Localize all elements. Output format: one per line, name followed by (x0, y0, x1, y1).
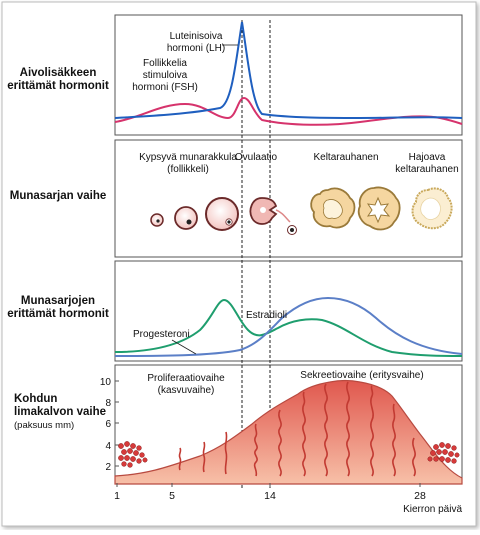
x-axis-label: Kierron päivä (403, 504, 462, 515)
fsh-label-2: stimuloiva (143, 70, 188, 81)
stage-follicle-2: (follikkeli) (167, 164, 209, 175)
row-title-uterus-3: (paksuus mm) (14, 420, 74, 431)
corpus-luteum (310, 187, 356, 229)
phase-proliferative-2: (kasvuvaihe) (158, 385, 215, 396)
ovulating-follicle (249, 197, 297, 235)
fsh-label-1: Follikkelia (143, 58, 187, 69)
menstrual-blood-right (427, 442, 460, 464)
x-tick-1: 1 (114, 490, 120, 502)
row-title-uterus-2: limakalvon vaihe (14, 406, 106, 418)
y-tick-10: 10 (100, 377, 112, 388)
progesterone-label: Progesteroni (133, 329, 190, 340)
follicle-small (150, 213, 164, 227)
row-title-pituitary-1: Aivolisäkkeen (20, 67, 97, 79)
phase-proliferative-1: Proliferaatiovaihe (147, 373, 225, 384)
fsh-label-3: hormoni (FSH) (132, 82, 198, 93)
progesterone-curve (114, 296, 463, 357)
lh-label-2: hormoni (LH) (167, 43, 225, 54)
row-title-ovarian-hormones-1: Munasarjojen (21, 295, 95, 307)
stage-degenerating-1: Hajoava (409, 152, 446, 163)
y-tick-8: 8 (105, 398, 111, 409)
y-tick-6: 6 (105, 419, 111, 430)
progesterone-leader (171, 339, 197, 355)
corpus-luteum-star (357, 186, 401, 231)
y-tick-4: 4 (105, 441, 111, 452)
phase-secretory: Sekreetiovaihe (eritysvaihe) (300, 370, 423, 381)
follicle-large (205, 197, 239, 231)
degenerating-corpus-luteum (411, 187, 453, 230)
stage-ovulation: Ovulaatio (235, 152, 278, 163)
stage-degenerating-2: keltarauhanen (395, 164, 458, 175)
row-title-ovarian-hormones-2: erittämät hormonit (7, 308, 109, 320)
x-tick-28: 28 (414, 490, 426, 502)
endometrial-glands (178, 381, 416, 477)
row-title-ovary: Munasarjan vaihe (10, 190, 107, 202)
estradiol-label: Estradioli (246, 310, 287, 321)
menstrual-blood-left (118, 441, 148, 468)
lh-label-1: Luteinisoiva (170, 31, 223, 42)
x-axis (116, 483, 421, 487)
estradiol-curve (114, 298, 463, 357)
lh-curve (114, 21, 463, 120)
stage-corpus-luteum: Keltarauhanen (313, 152, 378, 163)
x-tick-14: 14 (264, 490, 276, 502)
ovary-panel (114, 139, 463, 258)
row-title-pituitary-2: erittämät hormonit (7, 80, 109, 92)
y-tick-2: 2 (105, 462, 111, 473)
stage-follicle-1: Kypsyvä munarakkula (139, 152, 237, 163)
x-tick-5: 5 (169, 490, 175, 502)
row-title-uterus-1: Kohdun (14, 393, 57, 405)
follicle-medium (174, 206, 198, 230)
